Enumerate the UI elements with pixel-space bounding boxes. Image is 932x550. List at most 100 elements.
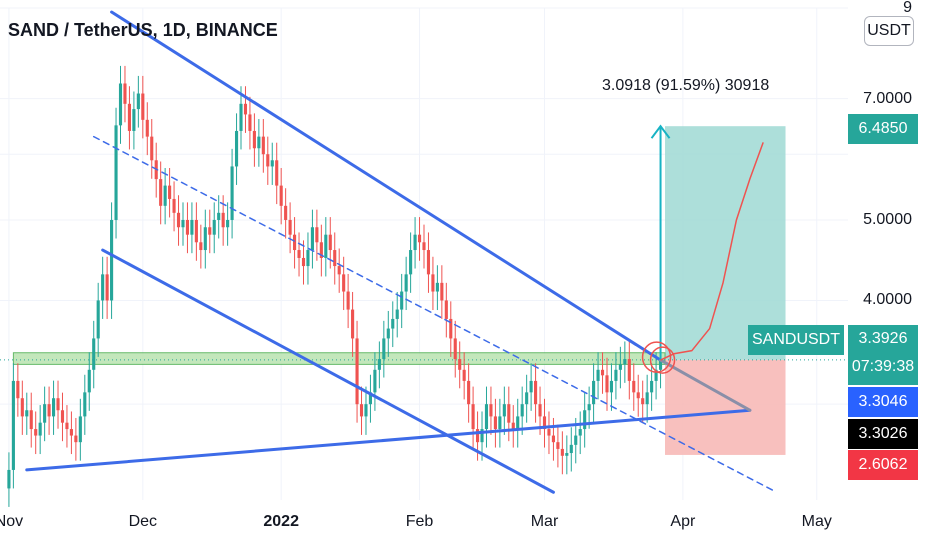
candle-body (645, 392, 649, 405)
candle-body (641, 398, 645, 405)
candle-body (413, 234, 417, 251)
candle-body (123, 83, 127, 104)
candle-body (618, 364, 622, 370)
candle-body (534, 380, 538, 405)
candle-body (172, 198, 176, 213)
candle-body (605, 375, 609, 393)
candle-body (574, 435, 578, 445)
candle-body (252, 130, 256, 149)
candle-body (221, 212, 225, 228)
bar-countdown: 07:39:38 (851, 358, 915, 375)
candle-body (547, 429, 551, 436)
channel-mid-line (92, 135, 778, 493)
price-tag: 2.6062 (848, 450, 918, 480)
candlestick-series (7, 65, 663, 507)
candle-body (440, 282, 444, 301)
candle-body (377, 359, 381, 370)
candle-body (275, 160, 279, 186)
candle-body (114, 125, 118, 220)
candle-body (239, 103, 243, 131)
candle-body (194, 219, 198, 243)
candle-body (324, 234, 328, 258)
candle-body (78, 416, 82, 443)
last-price-value: 3.3926 (858, 330, 908, 347)
candle-body (453, 338, 457, 360)
candle-body (16, 380, 20, 399)
candle-body (368, 392, 373, 405)
candle-body (359, 404, 364, 417)
candle-body (29, 410, 33, 430)
candle-body (333, 250, 337, 267)
candle-body (417, 234, 422, 243)
support-line (25, 408, 752, 472)
candle-body (297, 250, 301, 258)
candle-body (69, 429, 73, 436)
candle-body (87, 369, 91, 393)
candle-body (315, 227, 319, 243)
upper-trendline (110, 10, 663, 362)
candle-body (382, 338, 386, 360)
candle-body (208, 227, 212, 235)
candle-body (181, 219, 185, 228)
support-zone (12, 352, 666, 365)
candle-body (212, 219, 216, 235)
candle-body (74, 435, 78, 443)
candle-body (404, 274, 408, 292)
candle-body (105, 274, 109, 301)
trend-drawings (25, 10, 778, 494)
price-axis-label: 5.0000 (863, 210, 912, 228)
candle-body (337, 266, 341, 275)
candle-body (614, 369, 618, 381)
candle-body (203, 227, 207, 251)
candle-body (507, 404, 511, 423)
breakout-circle (649, 346, 676, 374)
candle-body (498, 416, 502, 430)
candle-body (83, 392, 87, 417)
candle-body (110, 219, 114, 301)
candle-body (431, 274, 435, 292)
candle-body (199, 242, 203, 251)
candle-body (11, 380, 15, 470)
candle-body (623, 359, 627, 365)
candle-body (310, 227, 314, 251)
candle-body (422, 242, 426, 251)
price-axis-label: 7.0000 (863, 89, 912, 107)
time-axis-label: Nov (0, 513, 24, 530)
candle-body (538, 404, 542, 417)
candle-body (556, 442, 560, 449)
price-tag: 6.4850 (848, 114, 918, 144)
candle-body (145, 119, 149, 137)
candle-body (627, 359, 631, 381)
candle-body (658, 360, 663, 370)
candle-body (444, 300, 448, 319)
candle-body (516, 416, 520, 430)
price-axis-label: 9 (903, 0, 912, 16)
candle-body (475, 429, 480, 443)
symbol-label: SANDUSDT (748, 325, 844, 355)
time-axis-label: 2022 (263, 513, 299, 530)
candle-body (257, 136, 261, 149)
time-axis-label: Mar (530, 513, 559, 530)
candle-body (529, 380, 533, 393)
candle-body (578, 429, 582, 436)
currency-unit-button[interactable]: USDT (864, 16, 914, 46)
candle-body (520, 404, 524, 417)
candle-body (217, 212, 221, 220)
candle-body (230, 166, 234, 220)
candle-body (176, 212, 181, 228)
position-zones (0, 126, 848, 455)
candle-body (560, 448, 564, 456)
projected-path (660, 142, 764, 361)
candle-body (458, 359, 462, 370)
candle-body (226, 219, 230, 228)
candle-body (25, 410, 29, 417)
chart-title: SAND / TetherUS, 1D, BINANCE (8, 20, 278, 40)
candle-body (92, 338, 96, 370)
candle-body (65, 422, 69, 430)
candle-body (489, 404, 493, 417)
candle-body (596, 369, 600, 381)
candle-body (306, 250, 310, 267)
candle-body (266, 154, 270, 167)
candle-body (502, 404, 506, 417)
